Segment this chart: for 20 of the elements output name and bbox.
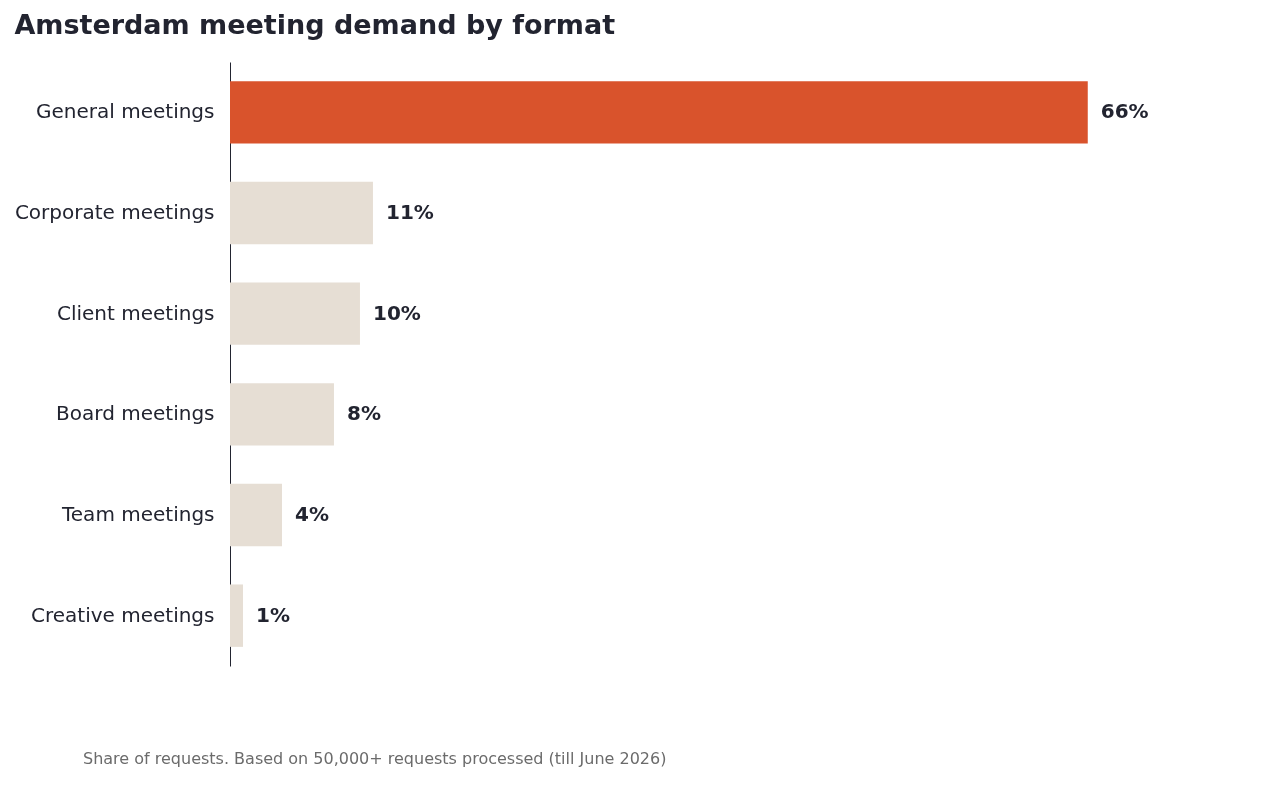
y-tick-label: Corporate meetings [14,200,215,224]
y-tick-label: Client meetings [56,300,215,325]
data-label: 8% [346,401,381,426]
bar [230,483,282,547]
text: Share of requests. Based on 50,000+ requests processed (till June 2026) [83,749,667,768]
y-tick-label: Creative meetings [31,602,215,627]
data-label: 4% [294,502,329,526]
data-label: 10% [372,300,421,325]
data-label: 66% [1100,99,1149,124]
y-tick-label: Board meetings [56,401,215,426]
y-tick-label: General meetings [36,99,215,124]
bar [230,584,243,647]
chart-title: Amsterdam meeting demand by format [14,9,616,40]
bar [230,282,360,345]
data-label: 1% [256,602,290,627]
y-tick-label: Team meetings [61,502,215,526]
bar [230,383,334,446]
data-label: 11% [385,200,434,224]
bar [230,81,1088,144]
bar [230,181,373,245]
